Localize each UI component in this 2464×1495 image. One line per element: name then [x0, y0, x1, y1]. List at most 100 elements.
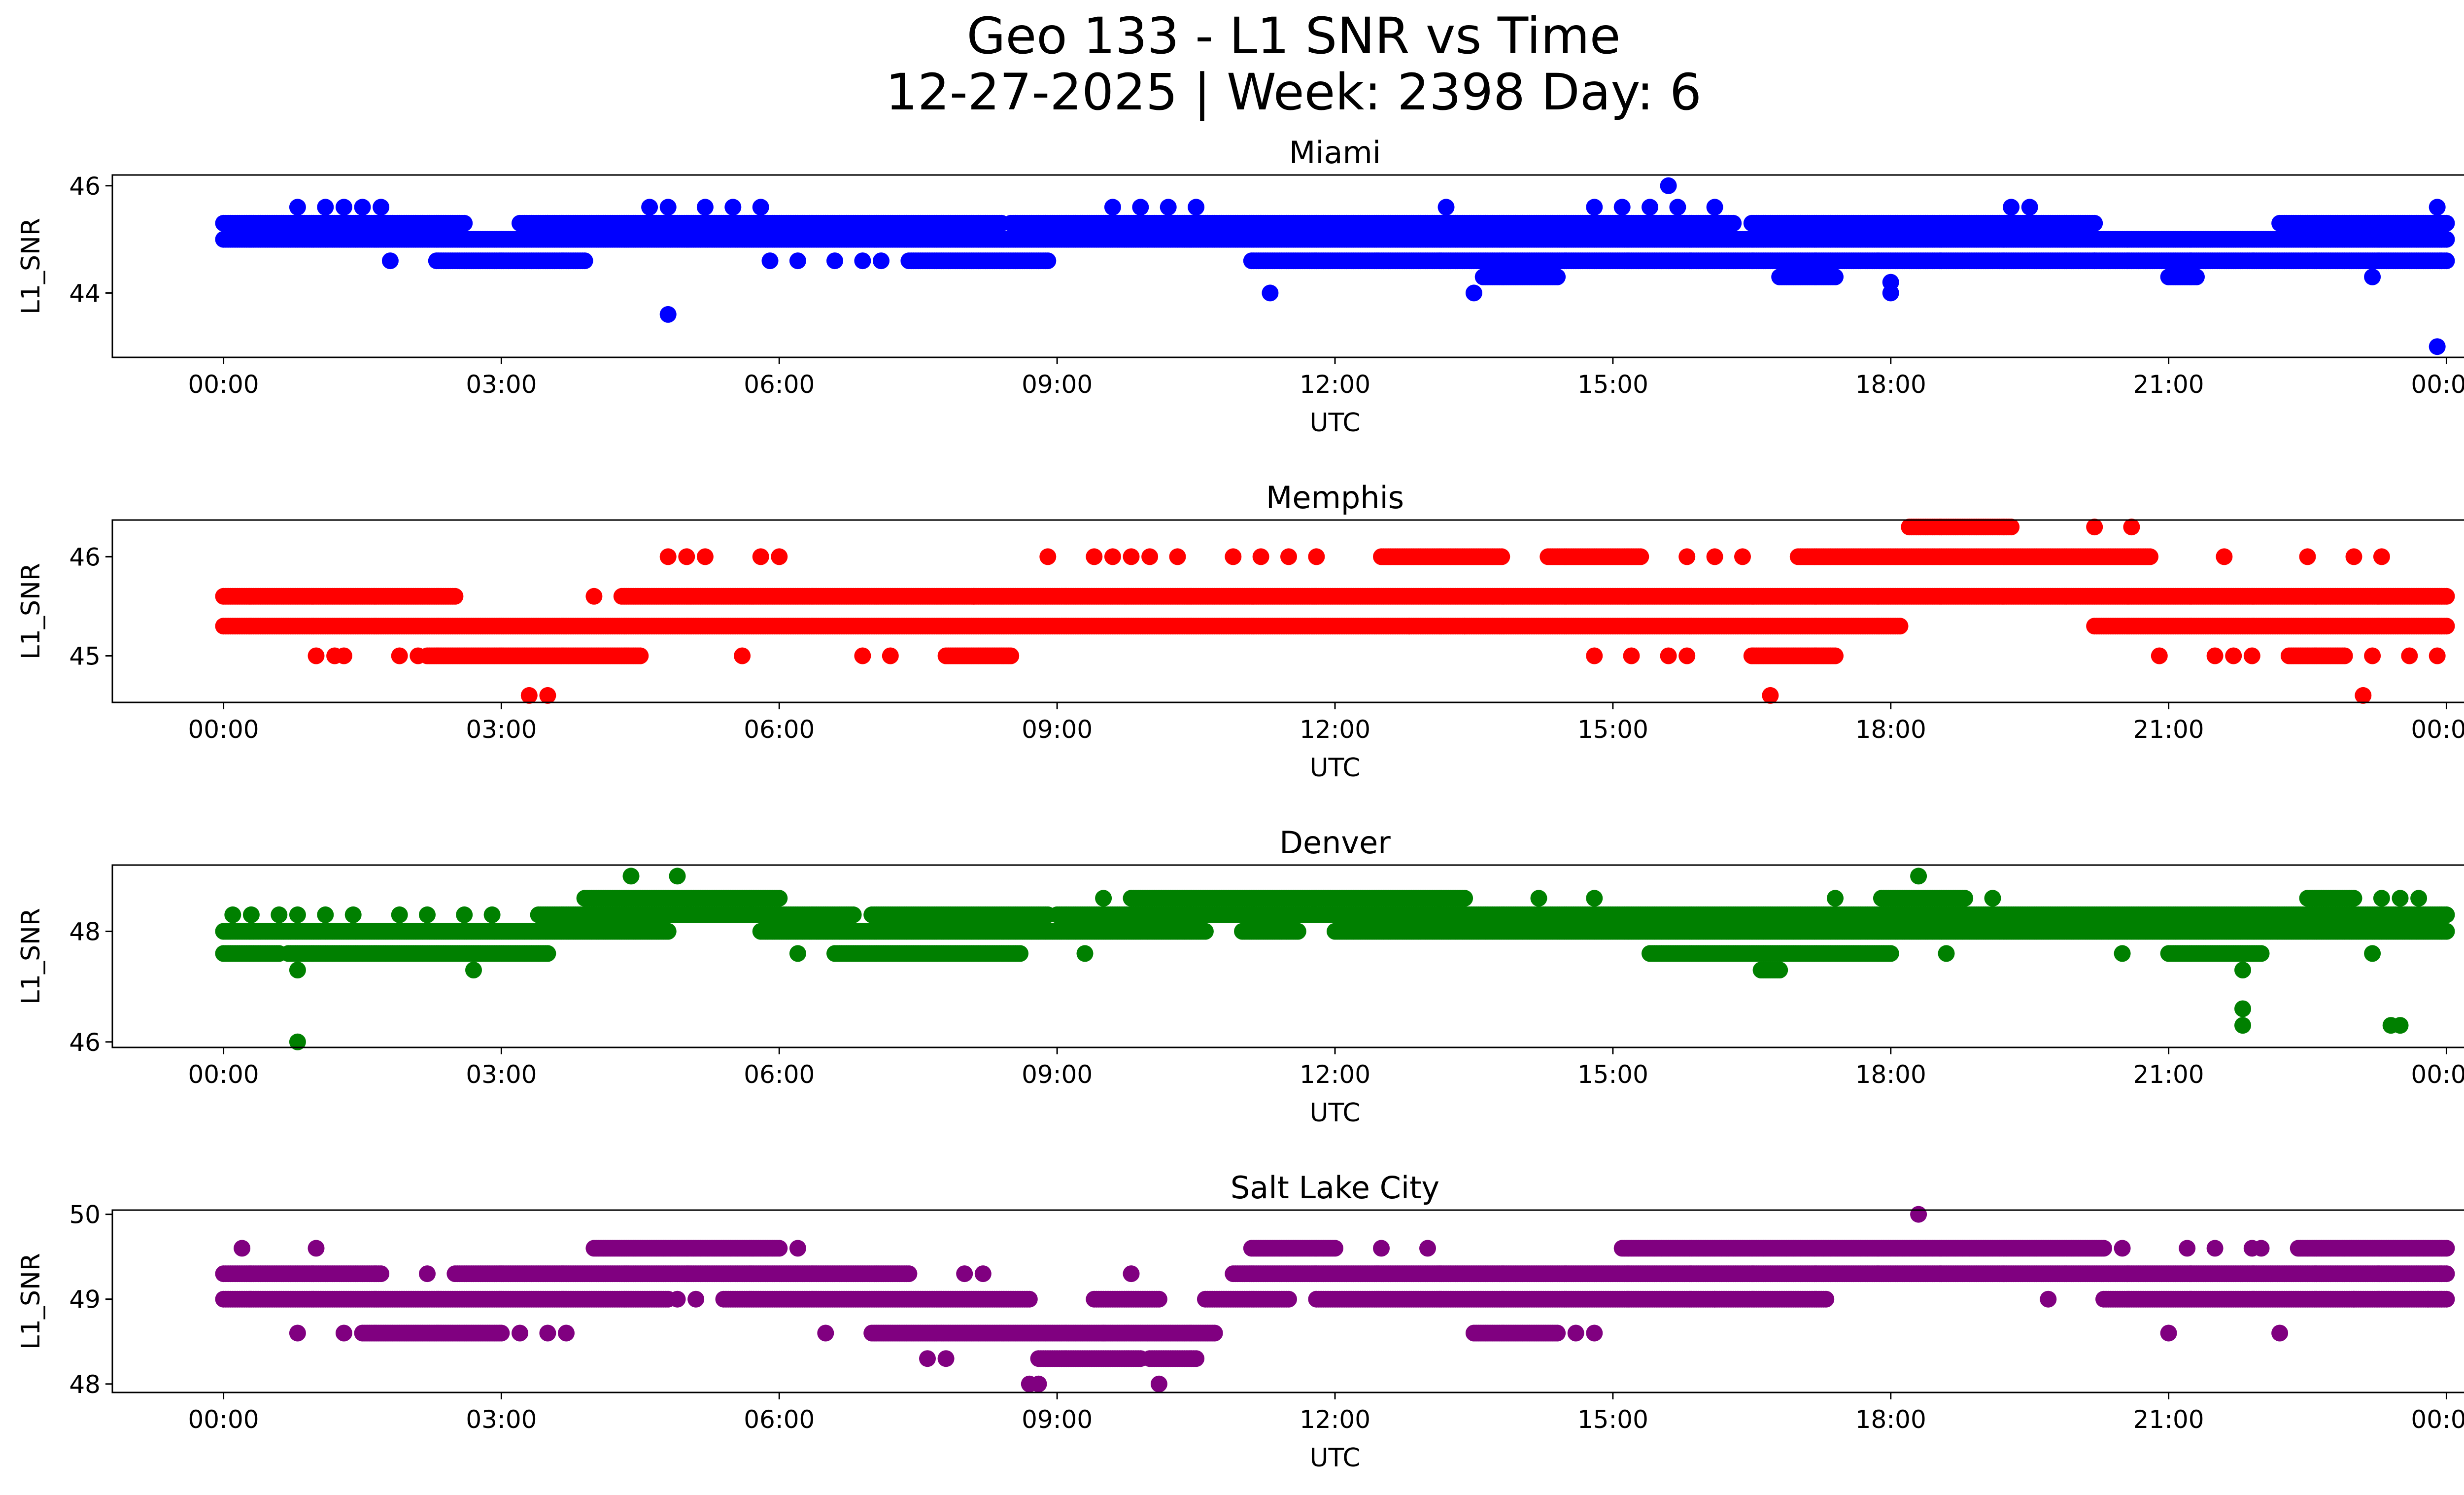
- data-point: [1827, 268, 1844, 285]
- data-point: [456, 214, 473, 232]
- data-point: [335, 647, 352, 664]
- data-point: [2429, 338, 2446, 355]
- data-point: [2151, 647, 2168, 664]
- data-point: [1104, 548, 1121, 565]
- data-point: [873, 252, 890, 270]
- data-point: [2429, 647, 2446, 664]
- data-point: [1613, 199, 1631, 216]
- x-tick-label: 00:00: [2411, 370, 2464, 399]
- data-point: [2438, 588, 2455, 605]
- data-point: [2216, 548, 2233, 565]
- data-point: [354, 199, 371, 216]
- data-point: [1891, 618, 1909, 635]
- data-point: [2206, 647, 2224, 664]
- x-tick-label: 18:00: [1855, 715, 1926, 744]
- x-tick-label: 06:00: [744, 370, 815, 399]
- x-tick-label: 00:00: [188, 370, 259, 399]
- data-point: [1660, 647, 1677, 664]
- data-point: [1039, 252, 1057, 270]
- data-point: [1188, 199, 1205, 216]
- data-point: [771, 548, 788, 565]
- data-point: [1262, 284, 1279, 302]
- panel-title-miami: Miami: [1289, 135, 1381, 171]
- data-point: [1642, 199, 1658, 216]
- data-point: [2438, 231, 2455, 248]
- data-point: [724, 199, 742, 216]
- data-point: [696, 548, 714, 565]
- data-point: [2225, 647, 2242, 664]
- data-point: [1308, 548, 1325, 565]
- data-point: [2086, 519, 2103, 536]
- data-point: [659, 199, 677, 216]
- data-point: [761, 252, 779, 270]
- data-point: [2438, 618, 2455, 635]
- x-tick-label: 15:00: [1577, 370, 1648, 399]
- data-point: [1280, 548, 1297, 565]
- data-point: [381, 252, 399, 270]
- y-axis-label-memphis: L1_SNR: [16, 563, 46, 660]
- data-point: [308, 647, 325, 664]
- x-tick-label: 03:00: [466, 715, 537, 744]
- data-point: [2021, 199, 2038, 216]
- data-point: [1039, 548, 1057, 565]
- data-point: [752, 199, 769, 216]
- data-point: [1678, 548, 1696, 565]
- data-point: [1586, 199, 1603, 216]
- data-point: [2438, 214, 2455, 232]
- data-point: [1678, 647, 1696, 664]
- data-point: [1465, 284, 1482, 302]
- data-point: [2345, 548, 2362, 565]
- data-point: [1827, 647, 1844, 664]
- panel-title-memphis: Memphis: [1266, 480, 1404, 516]
- data-point: [882, 647, 899, 664]
- data-point: [317, 199, 334, 216]
- data-point: [2336, 647, 2353, 664]
- data-point: [2373, 548, 2390, 565]
- data-point: [2188, 268, 2205, 285]
- data-point: [2086, 214, 2103, 232]
- data-point: [2003, 199, 2020, 216]
- x-tick-label: 21:00: [2133, 370, 2204, 399]
- data-point: [335, 199, 352, 216]
- data-point: [1623, 647, 1640, 664]
- data-point: [2355, 687, 2372, 704]
- data-point: [1586, 647, 1603, 664]
- data-point: [854, 252, 871, 270]
- data-point: [1660, 177, 1677, 194]
- x-tick-label: 12:00: [1300, 370, 1370, 399]
- x-tick-label: 15:00: [1577, 715, 1648, 744]
- data-point: [391, 647, 408, 664]
- data-point: [659, 548, 677, 565]
- data-point: [752, 548, 769, 565]
- figure-title-line-1: Geo 133 - L1 SNR vs Time: [967, 7, 1621, 66]
- data-point: [1123, 548, 1140, 565]
- data-point: [410, 647, 427, 664]
- data-point: [539, 687, 556, 704]
- data-point: [789, 252, 806, 270]
- data-point: [2299, 548, 2316, 565]
- data-point: [1225, 548, 1242, 565]
- data-point: [734, 647, 751, 664]
- x-tick-label: 03:00: [466, 370, 537, 399]
- data-point: [576, 252, 593, 270]
- data-point: [585, 588, 603, 605]
- data-point: [1762, 687, 1779, 704]
- data-point: [1706, 548, 1723, 565]
- data-point: [1141, 548, 1159, 565]
- data-point: [1882, 274, 1899, 291]
- data-point: [2123, 519, 2140, 536]
- data-point: [446, 588, 464, 605]
- data-point: [2429, 199, 2446, 216]
- data-point: [289, 199, 306, 216]
- data-point: [1086, 548, 1103, 565]
- data-point: [632, 647, 649, 664]
- data-point: [2401, 647, 2418, 664]
- data-point: [2003, 519, 2020, 536]
- x-tick-label: 21:00: [2133, 715, 2204, 744]
- data-point: [659, 306, 677, 323]
- x-tick-label: 18:00: [1855, 370, 1926, 399]
- x-tick-label: 00:00: [188, 715, 259, 744]
- x-tick-label: 12:00: [1300, 715, 1370, 744]
